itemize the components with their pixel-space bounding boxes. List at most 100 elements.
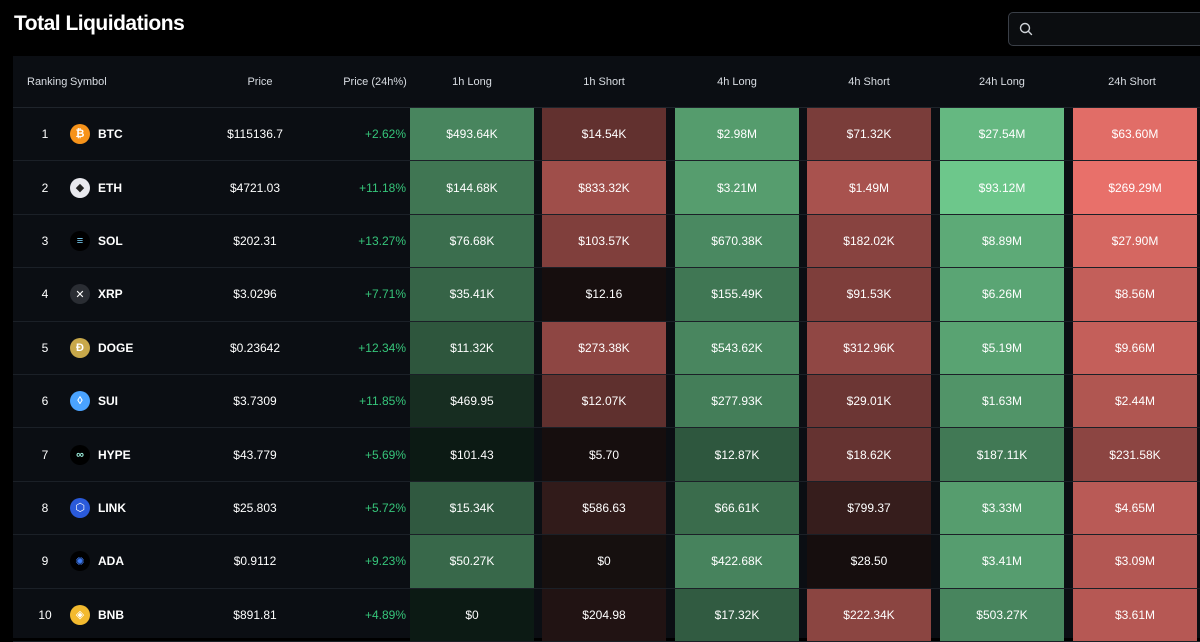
column-1h-long[interactable]: 1h Long (452, 76, 492, 88)
heat-cell-h1-short (542, 375, 666, 428)
table-row[interactable]: $35.41K $12.16 $155.49K $91.53K $6.26M $8.56M… (13, 268, 1200, 322)
cell-rank: 5 (41, 340, 49, 355)
cell-price-change: +12.34% (358, 340, 406, 355)
symbol-label: SOL (98, 233, 123, 248)
cell-h4-long: $17.32K (714, 607, 760, 622)
heat-cell-h24-long (940, 268, 1064, 321)
cell-h1-long: $50.27K (449, 554, 495, 569)
table-row[interactable]: $101.43 $5.70 $12.87K $18.62K $187.11K $231.5… (13, 428, 1200, 482)
cell-h24-long: $187.11K (976, 447, 1028, 462)
heat-cell-h1-short (542, 481, 666, 535)
heat-cell-h4-short (807, 108, 931, 161)
heat-cell-h1-long (410, 535, 534, 588)
table-row[interactable]: $0 $204.98 $17.32K $222.34K $503.27K $3.61M 10… (13, 588, 1200, 642)
cell-symbol[interactable]: ⬡ LINK (70, 482, 190, 534)
cell-symbol[interactable]: ₿ BTC (70, 108, 190, 160)
heat-cell-h1-long (410, 588, 534, 641)
heat-cell-h4-long (675, 535, 799, 588)
table-row[interactable]: $15.34K $586.63 $66.61K $799.37 $3.33M $4.65M… (13, 481, 1200, 536)
cell-h24-long: $5.19M (981, 340, 1023, 355)
heat-cell-h24-long (940, 161, 1064, 214)
cell-h24-short: $3.09M (1114, 554, 1156, 569)
cell-h1-long: $144.68K (446, 180, 498, 195)
cell-rank: 10 (38, 607, 52, 622)
heat-cell-h24-long (940, 588, 1064, 641)
cell-h1-short: $14.54K (581, 127, 627, 142)
cell-h24-long: $3.41M (981, 554, 1023, 569)
column-4h-short[interactable]: 4h Short (848, 76, 890, 88)
cell-symbol[interactable]: Ð DOGE (70, 322, 190, 374)
column-ranking[interactable]: Ranking (27, 76, 68, 88)
sui-icon: ◊ (70, 391, 90, 412)
cell-price-change: +13.27% (358, 233, 406, 248)
cell-h24-short: $3.61M (1114, 607, 1156, 622)
cell-price: $25.803 (233, 500, 277, 515)
table-row[interactable]: $469.95 $12.07K $277.93K $29.01K $1.63M $2.44… (13, 375, 1200, 429)
column-4h-long[interactable]: 4h Long (717, 76, 757, 88)
cell-h4-short: $29.01K (846, 394, 892, 409)
heat-cell-h24-short (1073, 588, 1197, 641)
heat-cell-h24-long (940, 108, 1064, 161)
cell-symbol[interactable]: ∞ HYPE (70, 428, 190, 480)
column-price-24h[interactable]: Price (24h%) (343, 76, 407, 88)
table-row[interactable]: $76.68K $103.57K $670.38K $182.02K $8.89M $27… (13, 214, 1200, 269)
cell-symbol[interactable]: ◆ ETH (70, 161, 190, 213)
cell-h24-short: $27.90M (1111, 233, 1159, 248)
cell-h24-short: $9.66M (1114, 340, 1156, 355)
heat-cell-h24-long (940, 535, 1064, 588)
column-price[interactable]: Price (247, 76, 273, 88)
heat-cell-h1-long (410, 161, 534, 214)
cell-price: $4721.03 (229, 180, 281, 195)
heat-cell-h1-short (542, 321, 666, 374)
bnb-icon: ◈ (70, 604, 90, 625)
cell-h1-short: $204.98 (582, 607, 626, 622)
cell-price-change: +5.69% (364, 447, 406, 462)
table-row[interactable]: $144.68K $833.32K $3.21M $1.49M $93.12M $269.… (13, 161, 1200, 215)
heat-cell-h4-long (675, 588, 799, 641)
symbol-label: DOGE (98, 340, 134, 355)
heat-cell-h4-long (675, 214, 799, 268)
column-24h-long[interactable]: 24h Long (979, 76, 1025, 88)
heat-cell-h4-short (807, 535, 931, 588)
cell-symbol[interactable]: ✺ ADA (70, 535, 190, 587)
symbol-label: BNB (98, 607, 124, 622)
cell-price: $891.81 (233, 607, 277, 622)
heat-cell-h4-short (807, 481, 931, 535)
heat-cell-h24-short (1073, 428, 1197, 481)
table-row[interactable]: $11.32K $273.38K $543.62K $312.96K $5.19M $9.… (13, 321, 1200, 375)
cell-h4-short: $312.96K (843, 340, 895, 355)
cell-h24-long: $27.54M (978, 127, 1026, 142)
cell-rank: 6 (41, 394, 49, 409)
search-input[interactable] (1041, 17, 1195, 43)
cell-symbol[interactable]: ✕ XRP (70, 268, 190, 320)
cell-price-change: +7.71% (364, 287, 406, 302)
table-row[interactable]: $493.64K $14.54K $2.98M $71.32K $27.54M $63.6… (13, 108, 1200, 162)
heat-cell-h4-short (807, 588, 931, 641)
heat-cell-h1-short (542, 214, 666, 268)
heat-cell-h4-short (807, 161, 931, 214)
cell-h4-short: $1.49M (848, 180, 890, 195)
heat-cell-h4-short (807, 375, 931, 428)
cell-h1-long: $15.34K (449, 500, 495, 515)
cell-h4-short: $799.37 (847, 500, 891, 515)
cell-symbol[interactable]: ◈ BNB (70, 589, 190, 641)
heat-cell-h24-short (1073, 375, 1197, 428)
heat-cell-h1-long (410, 428, 534, 481)
cardano-icon: ✺ (70, 551, 90, 572)
cell-h4-long: $422.68K (711, 554, 763, 569)
cell-symbol[interactable]: ◊ SUI (70, 375, 190, 427)
cell-price: $43.779 (233, 447, 277, 462)
column-symbol[interactable]: Symbol (70, 76, 107, 88)
heat-cell-h1-long (410, 321, 534, 374)
cell-h1-long: $469.95 (450, 394, 494, 409)
cell-symbol[interactable]: ≡ SOL (70, 215, 190, 267)
column-24h-short[interactable]: 24h Short (1108, 76, 1156, 88)
cell-price: $0.9112 (233, 554, 277, 569)
cell-h1-short: $12.16 (585, 287, 623, 302)
column-1h-short[interactable]: 1h Short (583, 76, 625, 88)
heat-cell-h4-long (675, 321, 799, 374)
table-row[interactable]: $50.27K $0 $422.68K $28.50 $3.41M $3.09M 9 ✺ ADA… (13, 535, 1200, 589)
cell-price: $0.23642 (229, 340, 281, 355)
heat-cell-h24-short (1073, 108, 1197, 161)
search-box[interactable] (1008, 12, 1200, 46)
